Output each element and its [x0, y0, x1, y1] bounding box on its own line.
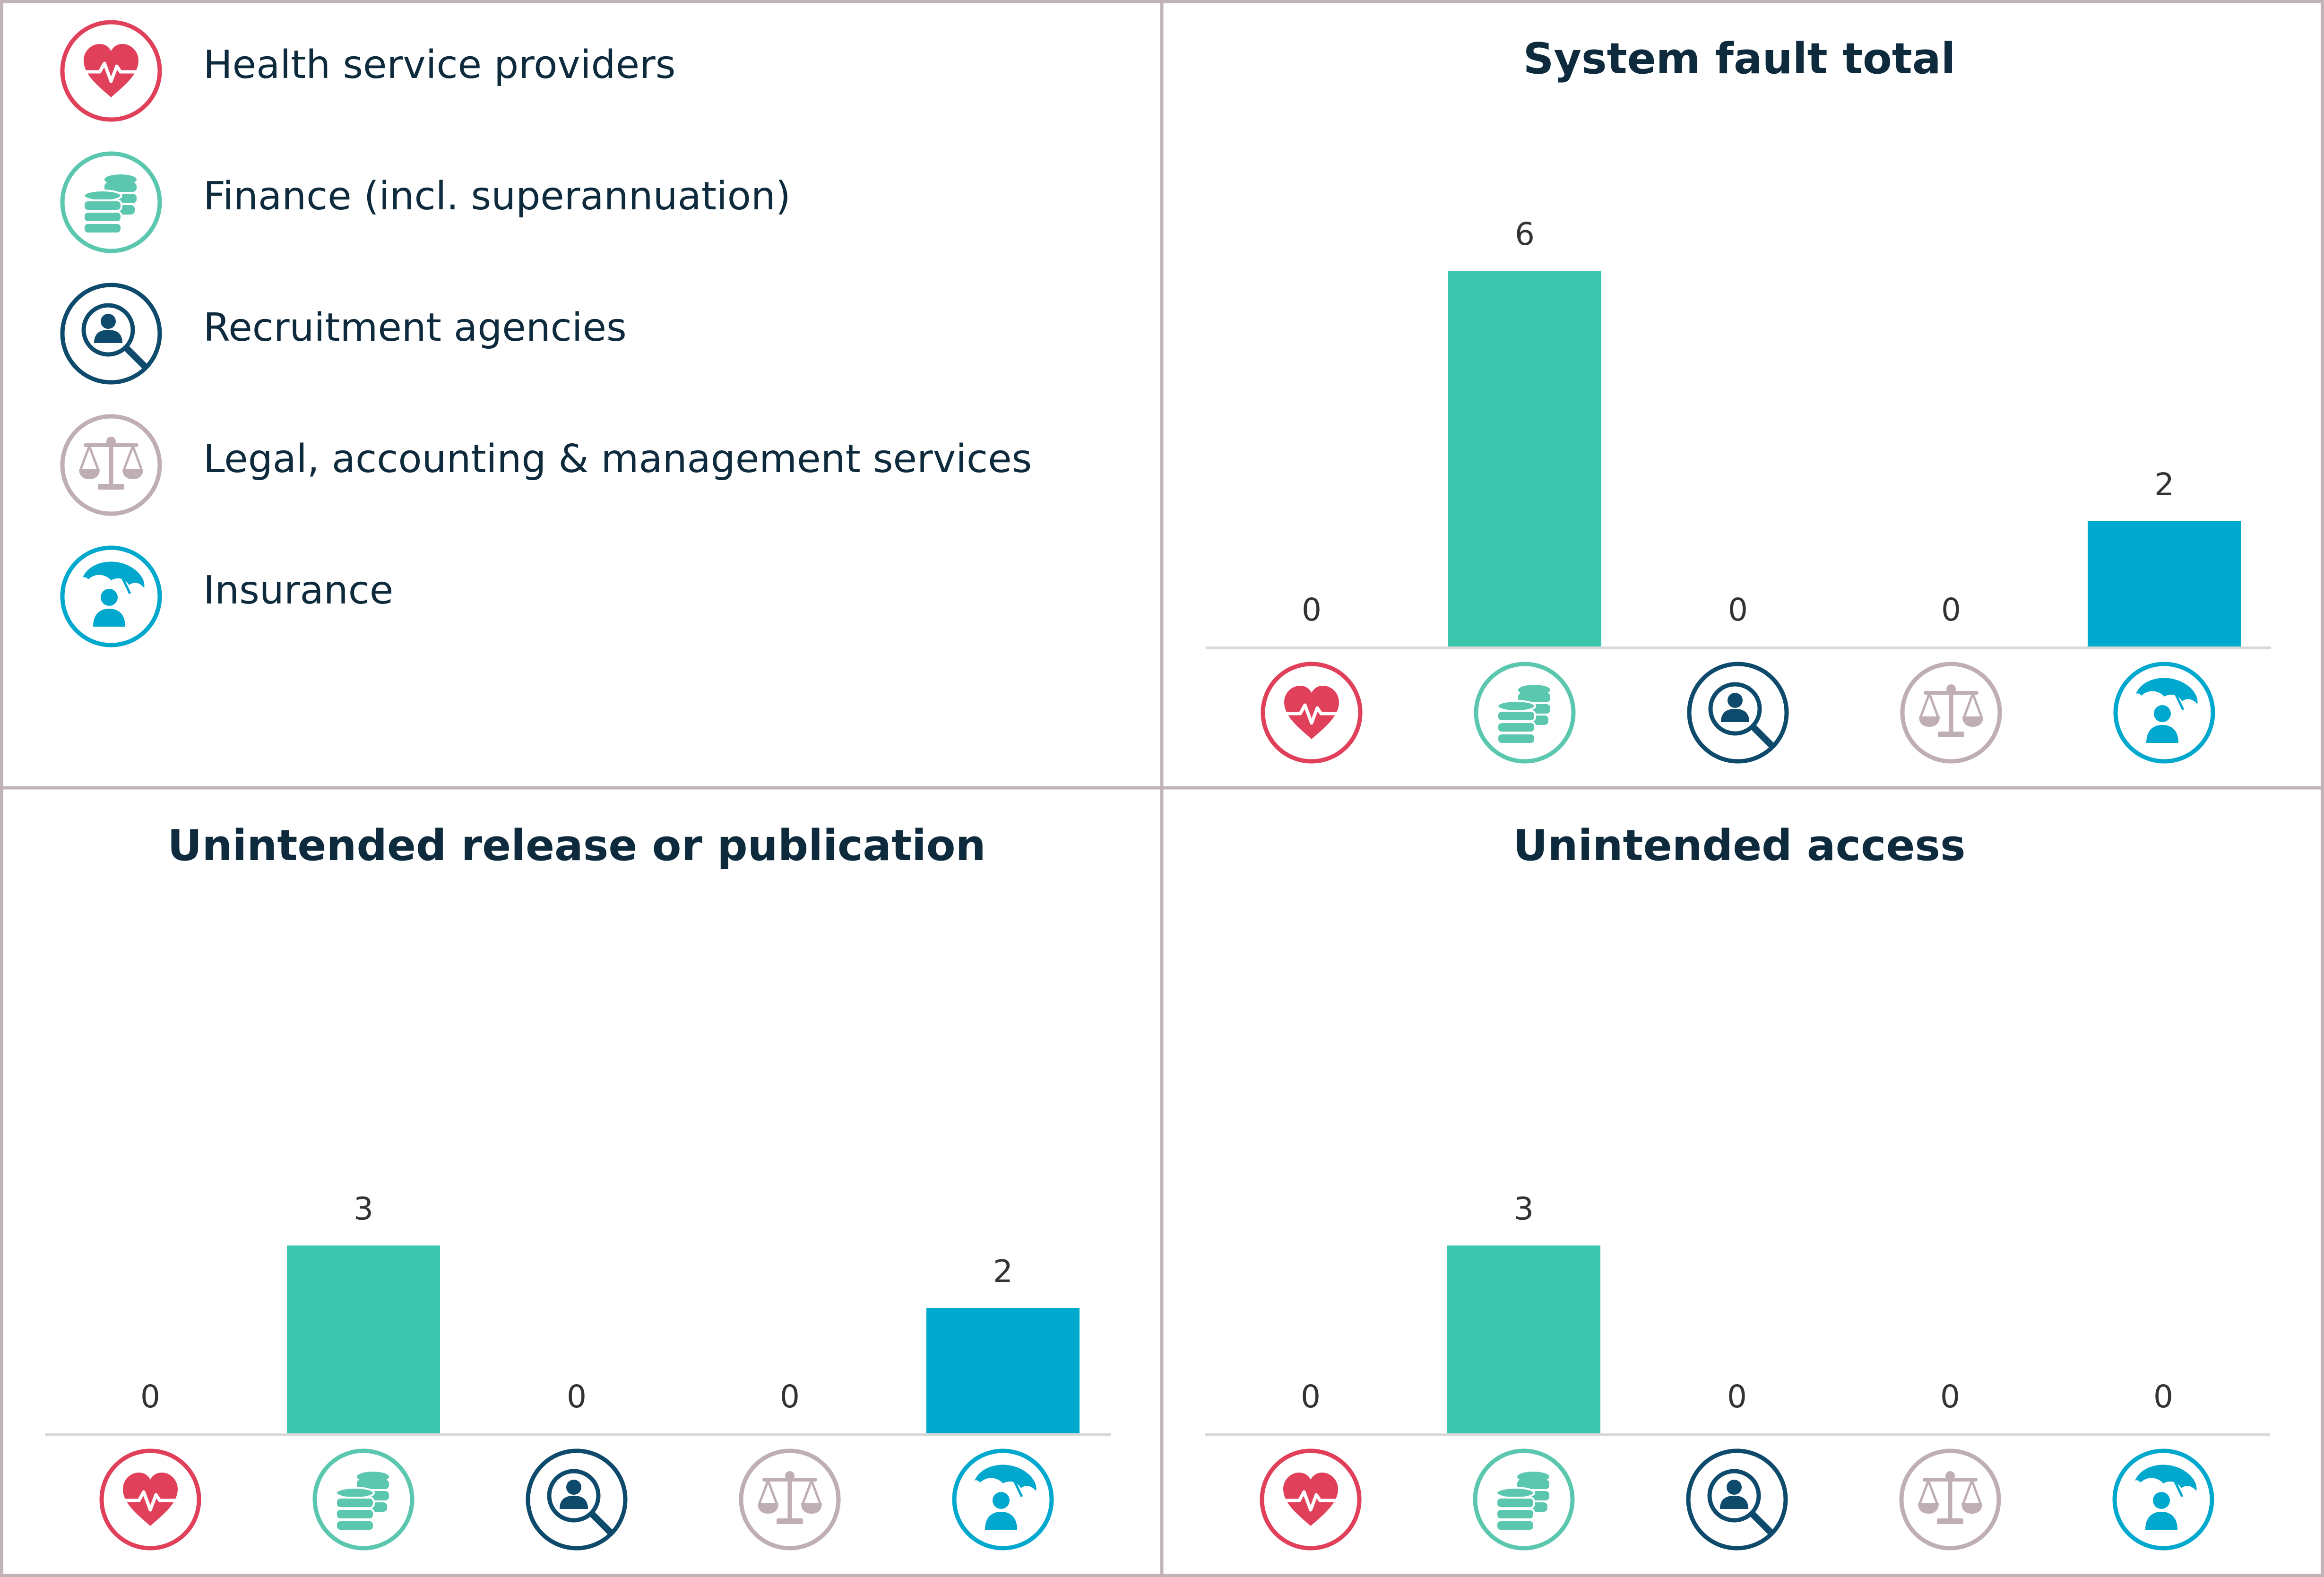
chart-unintended-release: Unintended release or publication 0 3 0 0 2	[45, 821, 1111, 1548]
chart-system-fault-total: System fault total 0 6 0 0 2	[1206, 34, 2271, 761]
data-label: 2	[2154, 466, 2174, 503]
heart-pulse-icon	[1262, 1451, 1359, 1548]
legend-label: Recruitment agencies	[203, 305, 627, 350]
data-label: 0	[780, 1379, 800, 1415]
data-label: 0	[1302, 592, 1322, 628]
data-label: 0	[1940, 1379, 1960, 1415]
legend-label: Legal, accounting & management services	[203, 437, 1032, 482]
bar-coins	[1447, 1245, 1600, 1433]
umbrella-person-icon	[2115, 1451, 2212, 1548]
person-search-icon	[528, 1451, 625, 1548]
umbrella-person-icon	[62, 548, 160, 645]
scales-icon	[1901, 1451, 1999, 1548]
legend-item-finance: Finance (incl. superannuation)	[62, 154, 791, 251]
umbrella-person-icon	[2116, 664, 2213, 761]
heart-pulse-icon	[1263, 664, 1360, 761]
data-label: 0	[1727, 1379, 1747, 1415]
scales-icon	[62, 416, 160, 514]
data-label: 3	[1514, 1191, 1534, 1227]
chart-title: System fault total	[1523, 34, 1956, 84]
scales-icon	[741, 1451, 838, 1548]
coins-icon	[315, 1451, 412, 1548]
legend-item-recruitment: Recruitment agencies	[62, 285, 627, 382]
data-label: 2	[993, 1253, 1013, 1290]
heart-pulse-icon	[102, 1451, 199, 1548]
chart-unintended-access: Unintended access 0 3 0 0 0	[1205, 821, 2270, 1548]
data-label: 6	[1515, 216, 1535, 252]
chart-title: Unintended access	[1513, 821, 1965, 870]
scales-icon	[1902, 664, 2000, 761]
legend-item-legal: Legal, accounting & management services	[62, 416, 1032, 514]
person-search-icon	[1688, 1451, 1786, 1548]
coins-icon	[62, 154, 160, 251]
bar-umbrella-person	[926, 1308, 1080, 1433]
legend-label: Finance (incl. superannuation)	[203, 174, 791, 219]
legend-item-health: Health service providers	[62, 22, 676, 120]
legend-item-insurance: Insurance	[62, 548, 393, 645]
data-label: 0	[1941, 592, 1961, 628]
data-label: 3	[354, 1191, 373, 1227]
legend-label: Health service providers	[203, 43, 676, 87]
data-label: 0	[2153, 1379, 2173, 1415]
person-search-icon	[62, 285, 160, 382]
coins-icon	[1476, 664, 1573, 761]
chart-title: Unintended release or publication	[167, 821, 985, 870]
heart-pulse-icon	[62, 22, 160, 120]
legend: Health service providers Finance (incl. …	[62, 22, 1032, 645]
coins-icon	[1475, 1451, 1572, 1548]
data-label: 0	[1728, 592, 1748, 628]
bar-coins	[1448, 271, 1601, 646]
bar-umbrella-person	[2088, 521, 2241, 646]
umbrella-person-icon	[954, 1451, 1052, 1548]
legend-label: Insurance	[203, 568, 393, 613]
data-label: 0	[140, 1379, 160, 1415]
bar-coins	[287, 1245, 440, 1433]
data-label: 0	[1301, 1379, 1321, 1415]
person-search-icon	[1689, 664, 1787, 761]
data-label: 0	[567, 1379, 587, 1415]
